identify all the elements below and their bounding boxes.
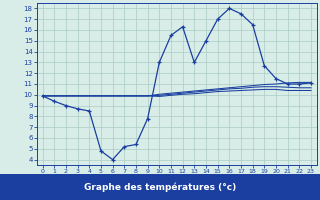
Text: Graphe des températures (°c): Graphe des températures (°c) bbox=[84, 182, 236, 192]
